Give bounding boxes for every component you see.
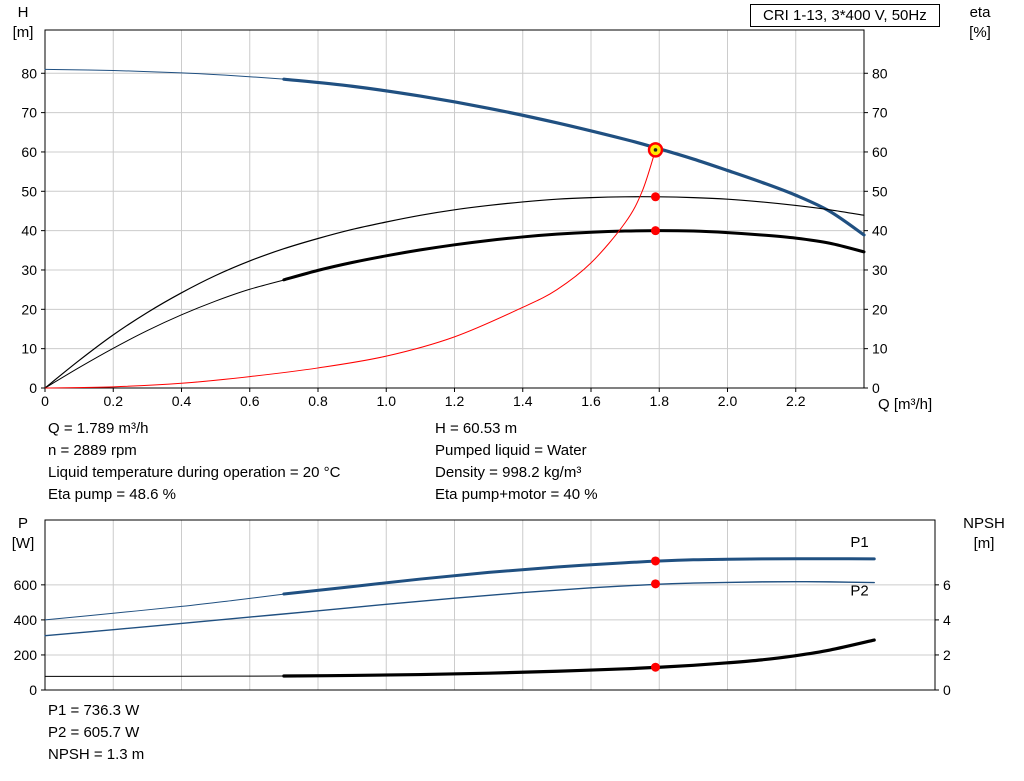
- liquid-temperature-value: Liquid temperature during operation = 20…: [48, 464, 341, 481]
- axis-unit-m: [m]: [12, 24, 34, 41]
- speed-value: n = 2889 rpm: [48, 442, 137, 459]
- tick-label-left: 70: [21, 105, 37, 121]
- tick-label-left: 50: [21, 183, 37, 199]
- operating-data-left: Q = 1.789 m³/h n = 2889 rpm Liquid tempe…: [48, 418, 340, 506]
- axis-unit-pct: [%]: [969, 24, 991, 41]
- p1-series-label: P1: [850, 534, 868, 551]
- eta-pump-motor-point: [650, 226, 660, 236]
- p1-curve-lead: [44, 592, 292, 621]
- head-eta-chart[interactable]: 0 10 20 30 40 50 60 70 80 0 10 20 30 40 50 60 70 80 0 0.2 0.…: [21, 29, 888, 409]
- tick-label-left: 80: [21, 65, 37, 81]
- eta-pump-point: [650, 192, 660, 202]
- tick-label-right: 0: [872, 380, 880, 396]
- p2-curve: [44, 580, 875, 637]
- duty-point-center: [653, 148, 658, 152]
- tick-label-left: 40: [21, 223, 37, 239]
- tick-label-left: 200: [14, 647, 38, 663]
- tick-label-x: 0.6: [240, 393, 260, 409]
- tick-label-right: 4: [943, 612, 951, 628]
- power-npsh-chart[interactable]: P1 P2 0 200 400 600 0 2 4 6: [14, 519, 951, 698]
- tick-label-x: 0: [41, 393, 49, 409]
- tick-label-x: 0.2: [104, 393, 124, 409]
- left-axis-header-top: H [m]: [2, 3, 44, 43]
- axis-label-eta: eta: [969, 4, 991, 21]
- density-value: Density = 998.2 kg/m³: [435, 464, 582, 481]
- tick-label-left: 0: [29, 682, 37, 698]
- eta-pump-value: Eta pump = 48.6 %: [48, 486, 176, 503]
- npsh-point: [650, 662, 660, 672]
- tick-label-right: 10: [872, 341, 888, 357]
- head-value: H = 60.53 m: [435, 420, 518, 437]
- tick-label-right: 6: [943, 577, 951, 593]
- axis-label-npsh: NPSH: [963, 515, 1005, 532]
- pump-title-box: CRI 1-13, 3*400 V, 50Hz: [750, 4, 940, 27]
- tick-label-left: 0: [29, 380, 37, 396]
- tick-label-x: 0.4: [172, 393, 192, 409]
- x-axis-unit-label: Q [m³/h]: [878, 396, 933, 413]
- tick-label-left: 400: [14, 612, 38, 628]
- pumped-liquid-value: Pumped liquid = Water: [435, 442, 587, 459]
- tick-label-right: 40: [872, 223, 888, 239]
- tick-label-right: 2: [943, 647, 951, 663]
- p1-point: [650, 556, 660, 566]
- right-axis-header-bottom: NPSH [m]: [944, 514, 1024, 554]
- tick-label-left: 10: [21, 341, 37, 357]
- axis-unit-m2: [m]: [973, 535, 995, 552]
- p2-value: P2 = 605.7 W: [48, 724, 140, 741]
- tick-label-right: 50: [872, 183, 888, 199]
- tick-label-x: 1.4: [513, 393, 533, 409]
- right-axis-header-top: eta [%]: [956, 3, 1004, 43]
- tick-label-left: 30: [21, 262, 37, 278]
- npsh-curve: [282, 638, 876, 678]
- npsh-value: NPSH = 1.3 m: [48, 746, 145, 763]
- tick-label-x: 1.6: [581, 393, 601, 409]
- tick-label-x: 0.8: [308, 393, 328, 409]
- flow-value: Q = 1.789 m³/h: [48, 420, 149, 437]
- eta-pump-motor-curve-lead: [44, 277, 292, 389]
- tick-label-x: 1.2: [445, 393, 465, 409]
- tick-label-x: 1.0: [377, 393, 397, 409]
- p2-series-label: P2: [850, 582, 868, 599]
- head-curve-lead: [44, 68, 292, 81]
- head-curve: [282, 77, 866, 237]
- axis-label-h: H: [17, 4, 29, 21]
- tick-label-left: 600: [14, 577, 38, 593]
- power-npsh-data: P1 = 736.3 W P2 = 605.7 W NPSH = 1.3 m: [48, 700, 144, 766]
- tick-label-x: 1.8: [650, 393, 670, 409]
- p1-value: P1 = 736.3 W: [48, 702, 140, 719]
- tick-label-x: 2.2: [786, 393, 806, 409]
- eta-pump-motor-curve: [282, 229, 866, 282]
- plot-frame: [44, 519, 936, 691]
- axis-unit-w: [W]: [11, 535, 35, 552]
- tick-label-right: 60: [872, 144, 888, 160]
- tick-label-left: 60: [21, 144, 37, 160]
- tick-label-right: 0: [943, 682, 951, 698]
- eta-pump-motor-value: Eta pump+motor = 40 %: [435, 486, 598, 503]
- tick-label-x: 2.0: [718, 393, 738, 409]
- tick-label-right: 20: [872, 301, 888, 317]
- system-curve: [44, 149, 656, 389]
- p2-point: [650, 579, 660, 589]
- tick-label-right: 80: [872, 65, 888, 81]
- left-axis-header-bottom: P [W]: [2, 514, 44, 554]
- tick-label-right: 70: [872, 105, 888, 121]
- tick-label-left: 20: [21, 301, 37, 317]
- operating-data-right: H = 60.53 m Pumped liquid = Water Densit…: [435, 418, 598, 506]
- axis-label-p: P: [17, 515, 28, 532]
- eta-pump-curve: [44, 196, 865, 389]
- tick-label-right: 30: [872, 262, 888, 278]
